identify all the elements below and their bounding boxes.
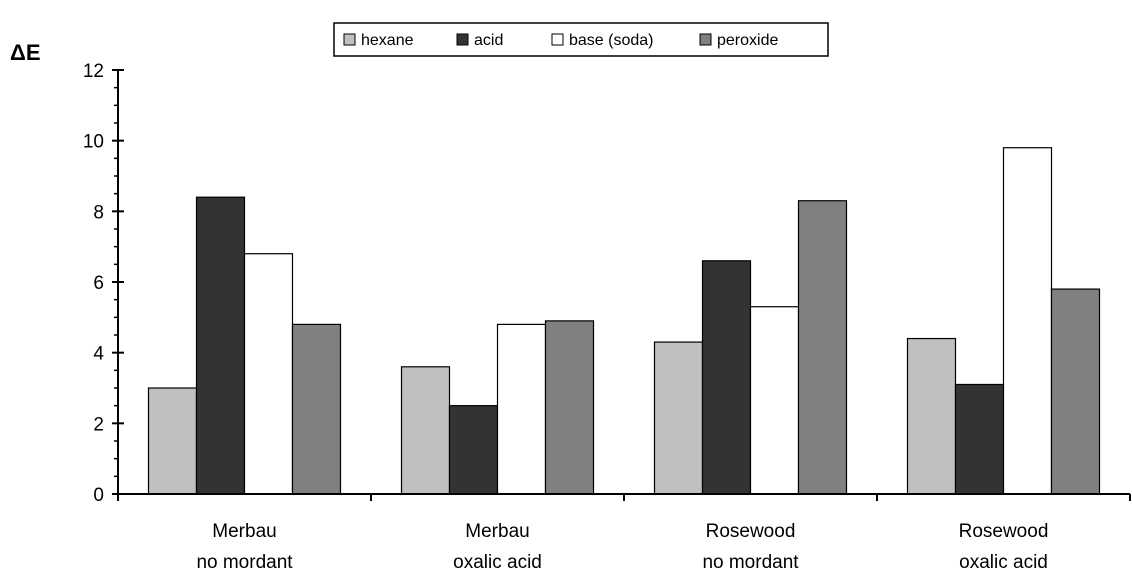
category-label-line: Rosewood <box>706 521 796 542</box>
legend: hexane acid base (soda) peroxide <box>333 22 829 57</box>
legend-swatch <box>551 33 564 46</box>
bar-base-soda--2 <box>749 306 800 495</box>
bar-peroxide-3 <box>1050 288 1101 495</box>
bar-peroxide-0 <box>291 323 342 495</box>
bar-acid-2 <box>701 260 752 495</box>
bars <box>147 147 1101 495</box>
bar-peroxide-1 <box>544 320 595 495</box>
bar-hexane-2 <box>653 341 704 495</box>
category-label-line: Merbau <box>212 521 276 542</box>
bar-base-soda--0 <box>243 253 294 495</box>
legend-swatch <box>456 33 469 46</box>
category-labels: Merbau no mordant Merbau oxalic acid Rosewoo… <box>196 521 1048 573</box>
category-label-line: Rosewood <box>959 521 1049 542</box>
y-tick-label: 12 <box>83 61 104 82</box>
legend-swatch <box>699 33 712 46</box>
y-tick-label: 8 <box>93 202 104 223</box>
y-tick-label: 0 <box>93 485 104 506</box>
category-label-line: oxalic acid <box>959 552 1048 573</box>
category-label-line: Merbau <box>465 521 529 542</box>
bar-hexane-0 <box>147 387 198 495</box>
legend-label: base (soda) <box>569 32 654 49</box>
bar-hexane-3 <box>906 337 957 495</box>
legend-box <box>333 22 829 57</box>
legend-label: peroxide <box>717 32 778 49</box>
category-label-line: no mordant <box>196 552 293 573</box>
bar-peroxide-2 <box>797 200 848 495</box>
bar-acid-3 <box>954 383 1005 495</box>
y-tick-label: 4 <box>93 344 104 365</box>
y-tick-label: 6 <box>93 273 104 294</box>
legend-label: hexane <box>361 32 414 49</box>
category-label-line: oxalic acid <box>453 552 542 573</box>
y-ticks: 0 2 4 6 8 10 12 <box>83 61 124 506</box>
y-tick-label: 10 <box>83 132 104 153</box>
y-tick-label: 2 <box>93 414 104 435</box>
legend-swatch <box>343 33 356 46</box>
category-label-line: no mordant <box>702 552 799 573</box>
bar-base-soda--1 <box>496 323 547 495</box>
bar-acid-0 <box>195 196 246 495</box>
bar-acid-1 <box>448 405 499 495</box>
bar-base-soda--3 <box>1002 147 1053 495</box>
bar-hexane-1 <box>400 366 451 495</box>
y-axis-label: ΔE <box>10 40 41 65</box>
legend-label: acid <box>474 32 503 49</box>
